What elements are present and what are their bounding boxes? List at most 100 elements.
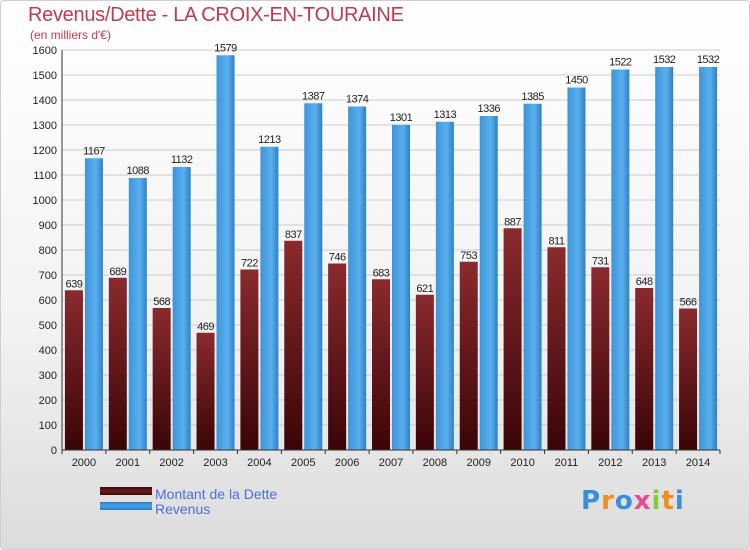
- data-label-revenus: 1301: [390, 112, 413, 124]
- bar-revenus: [611, 69, 630, 450]
- data-label-revenus: 1532: [697, 54, 720, 66]
- x-tick-label: 2008: [423, 457, 447, 469]
- y-tick-label: 1300: [33, 120, 57, 132]
- y-tick-label: 800: [39, 245, 57, 257]
- x-axis-ticks: 2000 2001 2002 2003 2004 2005 2006 2007 2008 2009…: [61, 450, 721, 469]
- logo-letter: i: [674, 486, 685, 516]
- data-label-revenus: 1387: [302, 90, 325, 102]
- x-tick-label: 2012: [598, 457, 622, 469]
- bar-dette: [284, 240, 303, 450]
- bar-dette: [196, 332, 215, 450]
- data-label-revenus: 1385: [521, 91, 544, 103]
- logo-letter: r: [601, 486, 615, 516]
- bar-revenus: [479, 116, 498, 450]
- data-label-dette: 689: [109, 266, 126, 278]
- x-tick-label: 2013: [642, 457, 666, 469]
- data-label-dette: 722: [241, 258, 258, 270]
- axes: [61, 50, 720, 451]
- data-label-revenus: 1532: [653, 54, 676, 66]
- data-label-revenus: 1450: [565, 75, 588, 87]
- y-tick-label: 0: [51, 445, 57, 457]
- y-tick-label: 900: [39, 220, 57, 232]
- bars: [64, 55, 718, 450]
- y-tick-label: 1100: [33, 170, 57, 182]
- data-label-dette: 746: [329, 252, 346, 264]
- data-labels: 639 1167 689 1088 568 1132 469 1579 722 1213 837 13…: [66, 42, 721, 333]
- bar-revenus: [348, 106, 367, 450]
- chart-subtitle: (en milliers d'€): [30, 28, 111, 42]
- data-label-revenus: 1374: [346, 94, 369, 106]
- y-tick-label: 500: [39, 320, 57, 332]
- bar-dette: [328, 263, 347, 450]
- proxiti-logo: Proxiti: [581, 486, 685, 516]
- bar-dette: [372, 279, 390, 450]
- data-label-dette: 887: [504, 216, 521, 228]
- bar-dette: [108, 277, 127, 450]
- logo-letter: x: [633, 486, 652, 516]
- bar-revenus: [435, 121, 454, 450]
- y-tick-label: 1400: [33, 95, 57, 107]
- data-label-revenus: 1213: [258, 134, 281, 146]
- bar-revenus: [392, 124, 410, 450]
- x-tick-label: 2000: [72, 457, 96, 469]
- data-label-revenus: 1336: [477, 103, 500, 115]
- data-label-revenus: 1522: [609, 57, 632, 69]
- logo-letter: i: [651, 486, 662, 516]
- data-label-revenus: 1088: [127, 165, 150, 177]
- bar-revenus: [304, 103, 323, 450]
- logo-letter: o: [614, 486, 634, 516]
- y-tick-label: 100: [39, 420, 57, 432]
- data-label-revenus: 1132: [171, 154, 193, 166]
- x-tick-label: 2011: [555, 457, 579, 469]
- y-tick-label: 300: [39, 370, 57, 382]
- bar-dette: [64, 290, 83, 450]
- x-tick-label: 2006: [335, 457, 359, 469]
- legend-swatch-revenus: [100, 502, 152, 510]
- y-tick-label: 1500: [33, 70, 57, 82]
- logo-letter: P: [581, 486, 602, 516]
- bar-dette: [240, 269, 259, 450]
- x-tick-label: 2014: [686, 457, 710, 469]
- x-tick-label: 2007: [379, 457, 403, 469]
- y-tick-label: 1000: [33, 195, 57, 207]
- bar-revenus: [260, 146, 279, 450]
- y-axis-ticks: 0 100 200 300 400 500 600 700 800 900 1000 1100 1200…: [33, 45, 57, 457]
- x-tick-label: 2010: [510, 457, 534, 469]
- bar-dette: [503, 228, 522, 450]
- bar-dette: [635, 288, 654, 450]
- data-label-revenus: 1167: [83, 145, 105, 157]
- bar-revenus: [567, 87, 586, 450]
- bar-revenus: [172, 167, 191, 450]
- bar-dette: [591, 267, 610, 450]
- grid-lines: [62, 49, 720, 451]
- data-label-dette: 639: [66, 278, 83, 290]
- bar-dette: [459, 261, 478, 450]
- x-tick-label: 2009: [466, 457, 490, 469]
- data-label-dette: 837: [285, 229, 302, 241]
- data-label-revenus: 1313: [434, 109, 457, 121]
- x-tick-label: 2005: [291, 457, 315, 469]
- bar-revenus: [216, 55, 235, 450]
- data-label-dette: 568: [153, 296, 170, 308]
- bar-revenus: [128, 178, 147, 450]
- bar-revenus: [699, 67, 718, 450]
- data-label-revenus: 1579: [214, 42, 237, 54]
- bar-revenus: [84, 158, 103, 450]
- legend-label-revenus: Revenus: [155, 501, 211, 517]
- x-tick-label: 2001: [116, 457, 140, 469]
- y-tick-label: 600: [39, 295, 57, 307]
- x-tick-label: 2002: [159, 457, 183, 469]
- y-tick-label: 700: [39, 270, 57, 282]
- data-label-dette: 753: [460, 250, 477, 262]
- data-label-dette: 648: [636, 276, 653, 288]
- data-label-dette: 566: [680, 297, 697, 309]
- data-label-dette: 469: [197, 321, 214, 333]
- data-label-dette: 731: [592, 255, 609, 267]
- legend-swatch-dette: [100, 487, 152, 495]
- data-label-dette: 621: [416, 283, 433, 295]
- y-tick-label: 1200: [33, 145, 57, 157]
- data-label-dette: 683: [373, 267, 390, 279]
- data-label-dette: 811: [548, 235, 564, 247]
- bar-dette: [679, 308, 698, 450]
